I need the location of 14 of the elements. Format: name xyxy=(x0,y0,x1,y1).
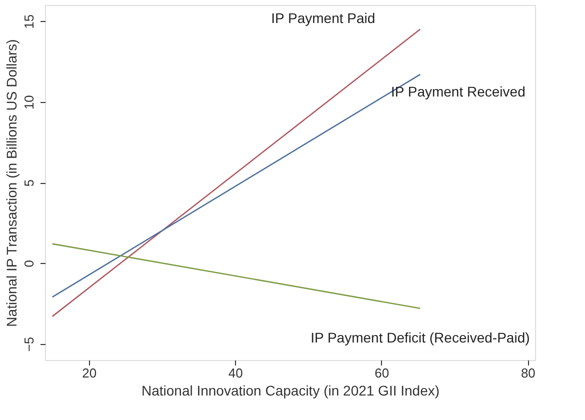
y-tick-label: 15 xyxy=(22,14,36,29)
y-tick-label: 0 xyxy=(22,260,36,268)
x-tick-label: 20 xyxy=(82,366,97,380)
x-axis-title: National Innovation Capacity (in 2021 GII Index) xyxy=(141,382,440,398)
y-tick-label: −5 xyxy=(22,336,36,352)
y-tick-label: 5 xyxy=(22,179,36,187)
text: IP Payment Paid xyxy=(271,10,376,26)
text: IP Payment Deficit (Received-Paid) xyxy=(310,329,530,346)
y-axis-title: National IP Transaction (in Billions US Dollars) xyxy=(4,39,20,327)
y-tick-label: 10 xyxy=(22,95,36,110)
x-tick-label: 40 xyxy=(228,366,243,380)
x-tick-label: 60 xyxy=(374,366,390,380)
series-label: IP Payment Received xyxy=(390,83,526,100)
x-tick-label: 80 xyxy=(520,366,536,380)
